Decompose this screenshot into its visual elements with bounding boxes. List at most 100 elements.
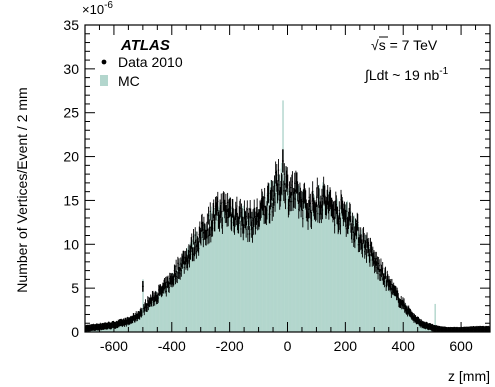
mc-bin-bar xyxy=(242,205,244,332)
mc-bin-bar xyxy=(214,216,216,332)
data-point xyxy=(344,212,346,215)
mc-bin-bar xyxy=(248,214,250,332)
data-point xyxy=(136,316,138,318)
data-point xyxy=(336,215,339,217)
data-point xyxy=(117,322,119,324)
data-point xyxy=(301,200,303,202)
data-point xyxy=(210,233,212,236)
mc-bin-bar xyxy=(306,215,308,332)
mc-bin-bar xyxy=(178,259,180,332)
mc-bin-bar xyxy=(218,207,219,332)
mc-bin-bar xyxy=(335,200,337,332)
mc-bin-bar xyxy=(138,311,140,332)
mc-bin-bar xyxy=(244,209,245,332)
data-point xyxy=(306,211,309,213)
mc-bin-bar xyxy=(239,209,241,332)
data-point xyxy=(279,196,281,198)
data-point xyxy=(316,196,318,198)
data-point xyxy=(204,231,206,233)
mc-bin-bar xyxy=(400,303,402,332)
data-point xyxy=(287,184,289,186)
data-point xyxy=(284,198,287,201)
data-point xyxy=(419,323,421,325)
data-point xyxy=(135,314,137,316)
mc-bin-bar xyxy=(385,278,387,332)
lumi-text: Ldt ~ 19 nb xyxy=(369,67,440,83)
data-point xyxy=(225,202,227,204)
mc-bin-bar xyxy=(271,181,273,332)
mc-bin-bar xyxy=(360,238,362,332)
data-point xyxy=(227,216,229,219)
mc-bin-bar xyxy=(179,262,181,332)
mc-bin-bar xyxy=(261,197,263,332)
data-point xyxy=(378,265,380,267)
mc-bin-bar xyxy=(298,185,300,332)
data-point xyxy=(297,193,299,195)
mc-bin-bar xyxy=(415,318,417,332)
mc-bin-bar xyxy=(139,312,141,332)
mc-bin-bar xyxy=(119,323,121,332)
data-point xyxy=(191,240,193,242)
data-point xyxy=(149,301,151,303)
mc-bin-bar xyxy=(218,206,220,332)
data-point xyxy=(387,284,390,286)
data-point xyxy=(298,208,300,211)
data-point xyxy=(371,248,373,250)
data-point xyxy=(115,324,117,326)
mc-bin-bar xyxy=(132,318,134,332)
mc-bin-bar xyxy=(292,185,294,332)
data-point xyxy=(374,257,376,260)
mc-bin-bar xyxy=(249,215,251,332)
mc-bin-bar xyxy=(410,313,412,332)
mc-bin-bar xyxy=(143,305,145,332)
mc-bin-bar xyxy=(205,225,207,332)
mc-bin-bar xyxy=(129,320,131,332)
mc-bin-bar xyxy=(209,222,211,332)
data-point xyxy=(302,218,304,220)
data-point xyxy=(312,202,314,204)
mc-bin-bar xyxy=(370,253,372,332)
legend-data-label: Data 2010 xyxy=(118,54,183,70)
y-tick-label: 30 xyxy=(63,61,79,77)
mc-bin-bar xyxy=(404,305,406,332)
mc-bin-bar xyxy=(133,316,135,332)
data-point xyxy=(194,234,196,236)
data-point xyxy=(410,313,412,315)
data-point xyxy=(413,316,416,319)
mc-bin-bar xyxy=(194,232,196,332)
mc-bin-bar xyxy=(317,212,318,332)
data-point xyxy=(320,213,322,215)
data-point xyxy=(190,243,192,246)
mc-bin-bar xyxy=(198,243,200,332)
mc-bin-bar xyxy=(240,216,241,332)
mc-bin-bar xyxy=(196,245,197,332)
data-point xyxy=(281,184,283,186)
mc-bin-bar xyxy=(297,194,299,332)
mc-bin-bar xyxy=(173,273,175,332)
data-point xyxy=(181,259,183,261)
data-point xyxy=(183,256,185,259)
mc-bin-bar xyxy=(384,270,385,332)
mc-bin-bar xyxy=(312,190,314,332)
data-point xyxy=(381,274,383,276)
data-point xyxy=(387,279,389,281)
mc-bin-bar xyxy=(179,269,181,332)
data-point xyxy=(125,322,127,324)
data-point xyxy=(375,264,377,267)
data-point xyxy=(389,284,391,286)
data-point xyxy=(202,238,204,241)
mc-bin-bar xyxy=(252,222,254,332)
data-point xyxy=(303,192,306,194)
data-point xyxy=(217,219,219,221)
mc-bin-bar xyxy=(286,169,288,332)
data-point xyxy=(147,305,149,307)
data-point xyxy=(140,312,143,315)
data-point xyxy=(314,208,316,210)
data-point xyxy=(160,290,162,292)
legend-mc-label: MC xyxy=(118,73,140,89)
data-point xyxy=(397,297,399,299)
lumi-exponent: -1 xyxy=(439,66,448,77)
mc-bin-bar xyxy=(157,294,159,332)
mc-bin-bar xyxy=(361,245,363,332)
